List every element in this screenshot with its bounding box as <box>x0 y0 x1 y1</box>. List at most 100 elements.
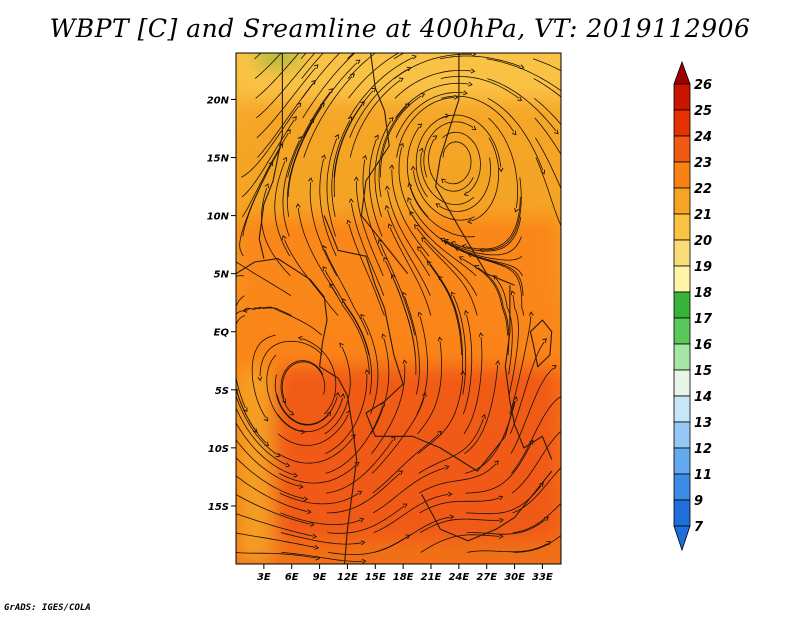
border-line <box>323 215 516 472</box>
streamline <box>423 121 474 178</box>
streamline <box>280 512 361 525</box>
streamline-arrow <box>569 493 573 497</box>
streamline <box>236 422 295 476</box>
streamline <box>483 177 522 251</box>
streamline-arrow <box>271 39 275 43</box>
streamline-arrow <box>568 206 572 210</box>
colorbar-swatch <box>673 473 691 501</box>
streamline <box>236 407 287 465</box>
streamline <box>333 104 363 198</box>
streamline-arrow <box>407 197 412 202</box>
streamline <box>393 53 405 60</box>
streamline <box>324 346 351 435</box>
streamline-arrow <box>361 558 367 564</box>
streamline <box>331 120 351 217</box>
streamline <box>409 201 476 257</box>
x-tick-label: 30E <box>504 572 525 583</box>
streamline <box>395 92 464 138</box>
streamline <box>236 261 292 297</box>
streamline-arrow <box>228 341 232 345</box>
x-tick-label: 21E <box>421 572 442 583</box>
streamline <box>236 439 300 487</box>
field-region <box>236 366 274 564</box>
streamline-arrow <box>542 338 547 343</box>
streamline <box>409 186 476 238</box>
streamline <box>236 552 317 559</box>
streamline <box>495 278 513 375</box>
field-region <box>236 99 561 216</box>
streamline <box>331 286 370 375</box>
streamline-arrow <box>365 40 369 44</box>
y-tick-label: 20N <box>207 95 230 106</box>
border-line <box>360 53 409 275</box>
colorbar-label: 16 <box>694 338 712 353</box>
streamline <box>513 534 561 553</box>
colorbar-swatch <box>673 135 691 163</box>
streamline-arrow <box>402 503 408 508</box>
streamline <box>534 117 561 156</box>
streamline-arrow <box>264 441 270 446</box>
streamline <box>287 106 323 198</box>
streamline <box>236 475 308 512</box>
streamline <box>347 53 376 79</box>
streamline <box>443 239 523 261</box>
streamline <box>372 433 439 494</box>
field-region <box>254 53 301 65</box>
streamline <box>511 430 561 494</box>
streamline <box>286 122 313 217</box>
streamline-arrow <box>569 74 573 78</box>
streamline <box>508 295 519 395</box>
streamline-arrow <box>554 129 559 135</box>
streamline-arrow <box>314 545 319 550</box>
streamline-arrow <box>360 540 366 546</box>
streamline-arrow <box>461 244 467 249</box>
streamline-arrow <box>517 96 523 101</box>
streamline-arrow <box>306 509 312 515</box>
y-tick-label: 10N <box>207 212 230 223</box>
streamline-arrow <box>236 388 238 394</box>
streamline <box>280 532 362 545</box>
streamline <box>302 62 358 138</box>
streamline-arrow <box>528 311 534 316</box>
streamline-arrow <box>460 370 466 375</box>
streamline <box>301 53 341 99</box>
streamline-arrow <box>539 482 544 488</box>
colorbar-label: 14 <box>694 390 712 405</box>
streamline <box>488 117 519 208</box>
colorbar-swatch <box>673 83 691 111</box>
streamline <box>324 270 370 356</box>
streamline <box>343 302 372 395</box>
streamline-arrow <box>313 64 319 69</box>
colorbar-label: 21 <box>694 208 712 223</box>
streamline <box>511 396 561 474</box>
streamline <box>471 255 525 316</box>
streamline <box>391 169 430 257</box>
streamline-arrow <box>384 185 390 191</box>
streamline <box>297 208 338 296</box>
streamline <box>370 337 390 435</box>
streamline <box>466 519 546 535</box>
streamline <box>333 90 374 178</box>
streamline <box>416 227 478 296</box>
x-tick-label: 24E <box>448 572 469 583</box>
streamline-arrow <box>562 91 566 95</box>
streamline <box>389 227 432 316</box>
streamline-arrow <box>264 183 269 189</box>
streamline-arrow <box>225 313 229 317</box>
border-line <box>435 53 515 286</box>
border-line <box>421 470 553 542</box>
streamline-arrow <box>309 521 315 527</box>
streamline <box>417 341 443 435</box>
streamline-arrow <box>437 430 442 436</box>
streamline-arrow <box>418 147 424 153</box>
streamline <box>420 518 500 533</box>
streamline <box>532 58 561 72</box>
streamline <box>387 209 431 296</box>
streamline-arrow <box>417 311 423 317</box>
streamline <box>404 296 420 395</box>
streamline <box>417 375 464 455</box>
y-tick-label: 10S <box>208 444 229 455</box>
streamline-arrow <box>421 237 426 242</box>
colorbar-label: 26 <box>694 78 712 93</box>
streamline <box>406 126 429 218</box>
